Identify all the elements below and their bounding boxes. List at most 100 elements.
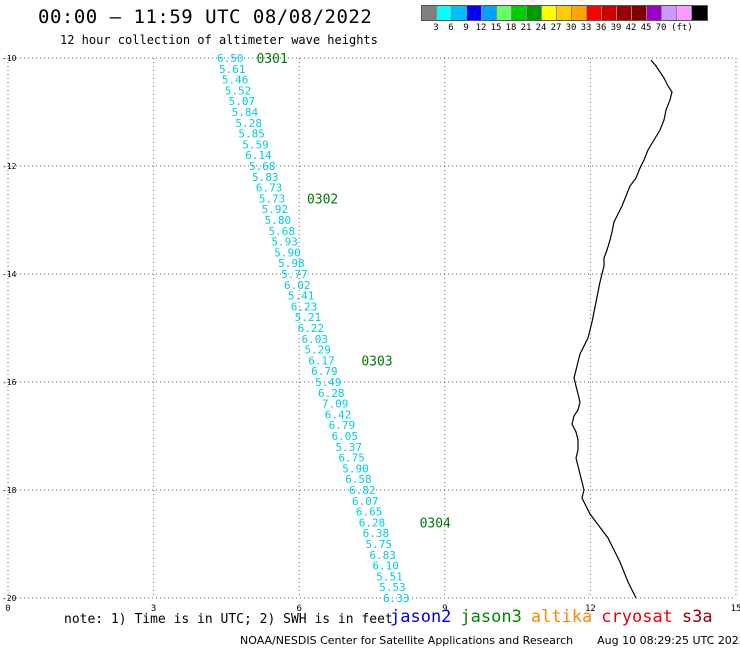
- swh-reading: 5.90: [274, 246, 301, 259]
- footnote: note: 1) Time is in UTC; 2) SWH is in fe…: [64, 612, 393, 627]
- swh-reading: 6.38: [363, 527, 390, 540]
- swh-reading: 5.28: [235, 117, 262, 130]
- legend-label: 42: [625, 23, 637, 33]
- pass-time-label: 0303: [361, 354, 392, 369]
- swh-reading: 6.23: [291, 300, 318, 313]
- legend-swatches: [421, 5, 708, 21]
- swh-reading: 5.83: [252, 171, 279, 184]
- legend-swatch: [482, 6, 497, 20]
- swh-reading: 5.52: [225, 84, 252, 97]
- legend-label: 39: [610, 23, 622, 33]
- swh-reading: 5.75: [366, 538, 393, 551]
- swh-reading: 6.75: [338, 452, 365, 465]
- legend-label: 15: [490, 23, 502, 33]
- x-tick-label: 3: [151, 604, 156, 614]
- legend-labels: 3 6 9 12 15 18 21 24 27 30 33 36 39 42 45 70 (ft): [421, 21, 708, 33]
- swh-reading: 6.50: [217, 52, 244, 65]
- swh-reading: 5.46: [222, 74, 249, 87]
- x-tick-label: 6: [296, 604, 301, 614]
- legend-label: 18: [505, 23, 517, 33]
- swh-reading: 5.59: [242, 138, 269, 151]
- swh-reading: 5.98: [278, 257, 305, 270]
- swh-reading: 5.80: [265, 214, 292, 227]
- satellite-s3a: s3a: [681, 607, 713, 627]
- satellite-jason3: jason3: [460, 607, 522, 627]
- legend-swatch: [647, 6, 662, 20]
- page-subtitle: 12 hour collection of altimeter wave hei…: [60, 33, 378, 47]
- legend-swatch: [632, 6, 647, 20]
- swh-reading: 5.61: [219, 63, 246, 76]
- satellite-cryosat: cryosat: [601, 607, 673, 627]
- swh-reading: 5.84: [232, 106, 259, 119]
- swh-reading: 6.82: [349, 484, 376, 497]
- pass-time-label: 0304: [420, 516, 451, 531]
- legend-swatch: [527, 6, 542, 20]
- legend-swatch: [467, 6, 482, 20]
- legend-swatch: [512, 6, 527, 20]
- legend-label: 6: [448, 23, 454, 33]
- legend-swatch: [617, 6, 632, 20]
- legend-swatch: [497, 6, 512, 20]
- swh-reading: 5.21: [295, 311, 322, 324]
- y-tick-label: -10: [2, 54, 17, 63]
- swh-reading: 6.33: [383, 592, 410, 605]
- swh-reading: 5.77: [281, 268, 308, 281]
- legend-label: 21: [520, 23, 532, 33]
- y-tick-label: -16: [2, 378, 17, 387]
- legend-label: 70: [655, 23, 667, 33]
- swh-reading: 5.68: [268, 225, 295, 238]
- legend-swatch: [572, 6, 587, 20]
- swh-reading: 6.42: [325, 408, 352, 421]
- legend-label: 27: [550, 23, 562, 33]
- y-tick-label: -18: [2, 486, 17, 495]
- swh-reading: 7.09: [322, 398, 349, 411]
- swh-reading: 5.68: [249, 160, 276, 173]
- color-scale-legend: 3 6 9 12 15 18 21 24 27 30 33 36 39 42 45 70 (ft): [421, 5, 708, 33]
- credits: NOAA/NESDIS Center for Satellite Applica…: [240, 634, 740, 647]
- y-tick-label: -20: [2, 594, 17, 603]
- x-tick-label: 0: [5, 604, 10, 614]
- legend-label: 45: [640, 23, 652, 33]
- swh-reading: 6.79: [329, 419, 356, 432]
- map-grid: [7, 57, 737, 599]
- credit-text: NOAA/NESDIS Center for Satellite Applica…: [240, 634, 574, 647]
- swh-reading: 6.02: [284, 279, 311, 292]
- swh-reading: 5.49: [315, 376, 342, 389]
- swh-reading: 5.29: [304, 344, 331, 357]
- legend-label: 3: [433, 23, 439, 33]
- legend-swatch: [587, 6, 602, 20]
- legend-label: 33: [580, 23, 592, 33]
- page-title: 00:00 – 11:59 UTC 08/08/2022: [38, 6, 373, 28]
- legend-swatch: [542, 6, 557, 20]
- legend-swatch: [452, 6, 467, 20]
- swh-reading: 6.17: [308, 354, 335, 367]
- legend-swatch: [602, 6, 617, 20]
- coastline: [571, 59, 673, 599]
- legend-swatch: [557, 6, 572, 20]
- legend-swatch: [422, 6, 437, 20]
- swh-reading: 6.65: [356, 506, 383, 519]
- swh-reading: 6.79: [311, 365, 338, 378]
- legend-label: (ft): [671, 23, 693, 33]
- satellite-jason2: jason2: [390, 607, 452, 627]
- pass-time-label: 0302: [307, 192, 338, 207]
- swh-reading: 5.92: [262, 203, 289, 216]
- swh-reading: 6.73: [256, 182, 283, 195]
- swh-reading: 6.03: [301, 333, 328, 346]
- swh-reading: 5.73: [259, 192, 286, 205]
- x-tick-label: 12: [585, 604, 596, 614]
- swh-reading: 5.85: [238, 128, 265, 141]
- swh-reading: 6.05: [332, 430, 359, 443]
- swh-reading: 5.90: [342, 462, 369, 475]
- swh-reading: 5.51: [376, 570, 403, 583]
- swh-reading: 5.93: [271, 236, 298, 249]
- pass-time-label: 0301: [256, 52, 287, 67]
- satellite-key: jason2 jason3 altika cryosat s3a: [390, 607, 722, 627]
- swh-reading: 5.41: [288, 290, 315, 303]
- y-tick-label: -14: [2, 270, 17, 279]
- legend-swatch: [437, 6, 452, 20]
- x-tick-label: 9: [442, 604, 447, 614]
- legend-label: 12: [475, 23, 487, 33]
- swh-reading: 6.83: [369, 549, 396, 562]
- legend-label: 9: [463, 23, 469, 33]
